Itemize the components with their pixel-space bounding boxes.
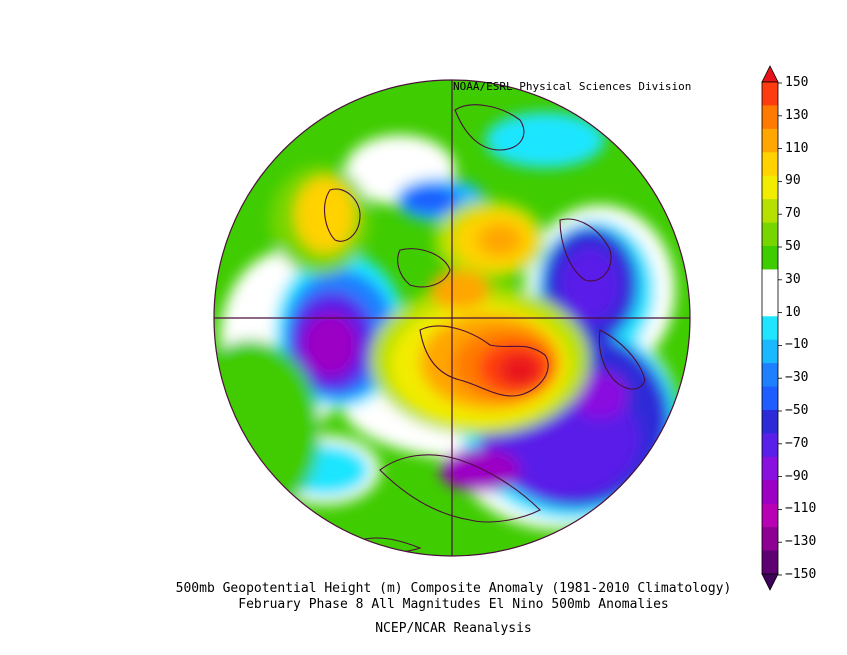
caption-line-1: 500mb Geopotential Height (m) Composite …: [175, 581, 732, 596]
colorbar-label: −70: [785, 435, 809, 451]
colorbar-max-arrow: [761, 65, 779, 83]
colorbar-label: 10: [785, 304, 801, 320]
colorbar-label: −30: [785, 370, 809, 386]
colorbar-label: 30: [785, 271, 801, 287]
colorbar-swatch: [762, 128, 778, 153]
colorbar-swatch: [762, 152, 778, 177]
colorbar-swatch: [762, 105, 778, 130]
colorbar-swatch: [762, 363, 778, 387]
colorbar-label: −10: [785, 337, 809, 353]
colorbar-swatch: [762, 456, 778, 481]
map-boundary: [213, 79, 691, 557]
colorbar-swatch: [762, 527, 778, 551]
colorbar-swatch: [762, 503, 778, 528]
colorbar-label: −130: [785, 534, 817, 550]
colorbar-swatch: [762, 339, 778, 364]
caption-line-3: NCEP/NCAR Reanalysis: [375, 621, 532, 636]
colorbar-swatch: [762, 175, 778, 200]
colorbar-swatch: [762, 222, 778, 247]
colorbar-label: 90: [785, 173, 801, 189]
colorbar-label: −150: [785, 567, 817, 582]
colorbar-label: 50: [785, 239, 801, 254]
colorbar-label: −110: [785, 501, 817, 517]
colorbar-min-arrow: [761, 573, 779, 591]
colorbar-swatch: [762, 410, 778, 434]
colorbar-swatch: [762, 199, 778, 223]
colorbar-swatch: [762, 292, 778, 317]
colorbar: [761, 65, 782, 591]
colorbar-swatch: [762, 316, 778, 341]
colorbar-label: −90: [785, 468, 809, 484]
colorbar-label: 110: [785, 140, 809, 156]
colorbar-swatch: [762, 550, 778, 575]
colorbar-swatch: [762, 386, 778, 411]
colorbar-swatch: [762, 82, 778, 106]
anomaly-field: [214, 80, 690, 556]
caption-line-2: February Phase 8 All Magnitudes El Nino …: [238, 597, 669, 612]
colorbar-label: 130: [785, 107, 809, 123]
colorbar-swatch: [762, 269, 778, 294]
colorbar-label: 150: [785, 75, 809, 90]
colorbar-swatch: [762, 246, 778, 270]
colorbar-label: −50: [785, 403, 809, 418]
colorbar-swatch: [762, 480, 778, 505]
colorbar-label: 70: [785, 206, 801, 222]
credit-text: NOAA/ESRL Physical Sciences Division: [453, 80, 692, 93]
colorbar-swatch: [762, 433, 778, 458]
